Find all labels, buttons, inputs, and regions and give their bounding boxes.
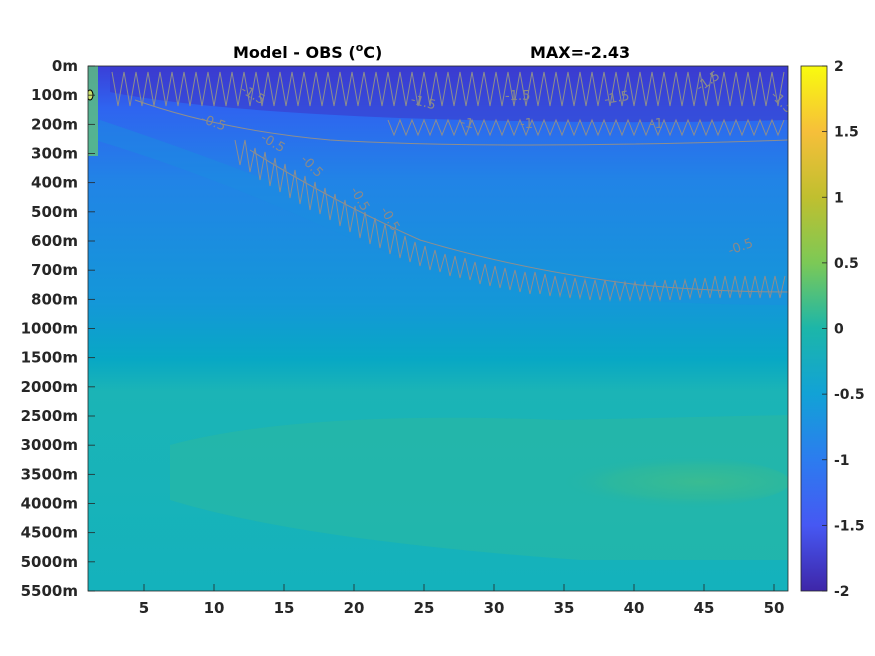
deep-warm-core xyxy=(490,454,788,510)
y-tick-label: 1500m xyxy=(21,349,78,367)
chart-title: Model - OBS (oC) xyxy=(233,41,382,62)
contour-label: -1.5 xyxy=(603,89,631,108)
left-edge-warm-strip xyxy=(88,66,98,156)
y-tick-label: 0m xyxy=(52,57,78,75)
x-tick-label: 20 xyxy=(344,599,365,617)
y-tick-label: 2000m xyxy=(21,378,78,396)
contour-label: -1.5 xyxy=(409,92,437,113)
contour-label: -1 xyxy=(650,117,663,132)
y-tick-label: 100m xyxy=(31,86,78,104)
x-tick-label: 35 xyxy=(554,599,575,617)
x-tick-label: 40 xyxy=(624,599,645,617)
colorbar-tick-label: 0.5 xyxy=(834,256,859,272)
x-tick-label: 30 xyxy=(484,599,505,617)
y-tick-label: 2500m xyxy=(21,407,78,425)
y-tick-label: 800m xyxy=(31,290,78,308)
y-tick-label: 4500m xyxy=(21,524,78,542)
y-axis: 0m 100m 200m 300m 400m 500m 600m 700m 800m 1000m 1… xyxy=(21,57,95,600)
colorbar-tick-label: 1.5 xyxy=(834,125,859,141)
y-tick-label: 1000m xyxy=(21,320,78,338)
colorbar-tick-label: -1.5 xyxy=(834,518,865,534)
y-tick-label: 3500m xyxy=(21,465,78,483)
x-axis: 5 10 15 20 25 30 35 40 45 50 xyxy=(139,584,785,617)
deep-warm-anomaly xyxy=(170,415,788,560)
contour-label: -1.5 xyxy=(505,89,530,104)
contour-label: -1 xyxy=(459,115,474,132)
y-tick-label: 600m xyxy=(31,232,78,250)
colorbar-tick-label: 2 xyxy=(834,59,844,75)
x-tick-label: 15 xyxy=(274,599,295,617)
plot-area: -1.5 -1.5 -1.5-1.5-1.5-1.5-1 -1 -1-0.5-0.5-0… xyxy=(88,66,788,591)
title-unit-end: C) xyxy=(363,43,382,62)
y-tick-label: 400m xyxy=(31,174,78,192)
contour-lines xyxy=(111,71,788,302)
colorbar-ticks: 2 1.5 1 0.5 0 -0.5 -1 -1.5 -2 xyxy=(822,59,865,600)
colorbar-tick-label: -1 xyxy=(834,453,850,469)
colorbar-tick-label: -2 xyxy=(834,584,850,600)
title-unit-superscript: o xyxy=(356,41,364,54)
max-label: MAX=-2.43 xyxy=(530,43,630,62)
colorbar-tick-label: 0 xyxy=(834,322,844,338)
y-tick-label: 4000m xyxy=(21,495,78,513)
x-tick-label: 50 xyxy=(764,599,785,617)
surface-cold-band xyxy=(110,66,788,123)
y-tick-label: 5000m xyxy=(21,553,78,571)
y-tick-label: 700m xyxy=(31,261,78,279)
colorbar-tick-label: -0.5 xyxy=(834,387,865,403)
y-tick-label: 3000m xyxy=(21,436,78,454)
colorbar-tick-label: 1 xyxy=(834,190,844,206)
y-tick-label: 200m xyxy=(31,115,78,133)
contour-label: -1 xyxy=(520,117,533,132)
x-tick-label: 5 xyxy=(139,599,149,617)
title-main: Model - OBS ( xyxy=(233,43,356,62)
x-tick-label: 25 xyxy=(414,599,435,617)
y-tick-label: 300m xyxy=(31,145,78,163)
y-tick-label: 500m xyxy=(31,203,78,221)
x-tick-label: 10 xyxy=(204,599,225,617)
x-tick-label: 45 xyxy=(694,599,715,617)
y-tick-label: 5500m xyxy=(21,582,78,600)
